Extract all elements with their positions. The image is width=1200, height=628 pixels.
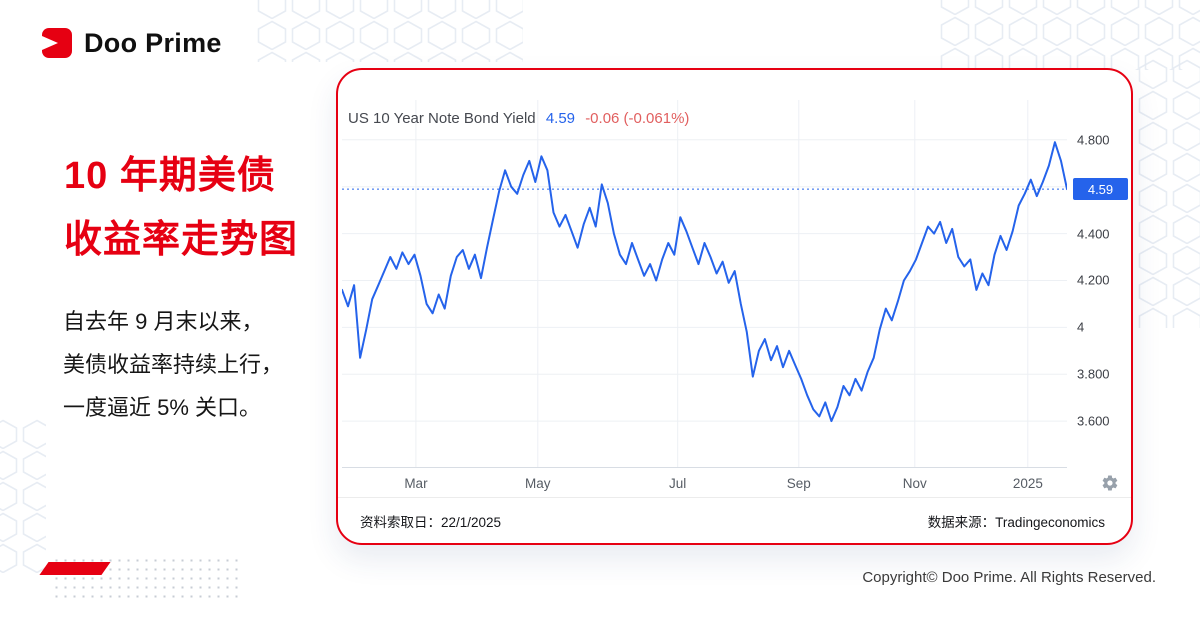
page-title-line2: 收益率走势图 bbox=[64, 219, 299, 261]
data-date-label: 资料索取日：22/1/2025 bbox=[360, 514, 502, 530]
x-axis-label: Sep bbox=[786, 476, 811, 491]
card-footer: 资料索取日：22/1/2025 数据来源：Tradingeconomics bbox=[338, 497, 1131, 543]
chart-title-text: US 10 Year Note Bond Yield bbox=[348, 110, 536, 127]
settings-gear-icon[interactable] bbox=[1101, 474, 1119, 492]
intro-line1: 自去年 9 月末以来， bbox=[63, 309, 264, 334]
y-axis-label: 3.800 bbox=[1077, 366, 1110, 382]
current-price-badge: 4.59 bbox=[1073, 178, 1128, 201]
red-parallelogram-decoration bbox=[39, 562, 111, 575]
y-axis-label: 4.400 bbox=[1077, 226, 1110, 242]
hexagon-pattern-decoration bbox=[0, 418, 46, 573]
logo-text: Doo Prime bbox=[84, 27, 222, 58]
chart-plot-area[interactable] bbox=[342, 100, 1067, 468]
doo-prime-logo: Doo Prime bbox=[40, 26, 222, 60]
chart-last-price: 4.59 bbox=[545, 110, 576, 127]
x-axis-label: 2025 bbox=[1012, 476, 1043, 491]
x-axis-label: Jul bbox=[669, 476, 687, 491]
x-axis-label: Nov bbox=[902, 476, 927, 491]
y-axis-label: 4.800 bbox=[1077, 132, 1110, 148]
yield-line-chart[interactable] bbox=[342, 100, 1067, 468]
y-axis-label: 4.200 bbox=[1077, 272, 1110, 288]
intro-line3: 一度逼近 5% 关口。 bbox=[63, 395, 262, 420]
chart-title: US 10 Year Note Bond Yield 4.59 -0.06 (-… bbox=[348, 110, 689, 127]
y-axis-label: 3.600 bbox=[1077, 413, 1110, 429]
x-axis-label: May bbox=[524, 476, 551, 491]
intro-paragraph: 自去年 9 月末以来， 美债收益率持续上行， 一度逼近 5% 关口。 bbox=[63, 300, 283, 429]
y-axis: 4.59 3.600 3.800 4 4.200 4.400 4.800 bbox=[1069, 100, 1131, 468]
chart-card: US 10 Year Note Bond Yield 4.59 -0.06 (-… bbox=[336, 68, 1133, 545]
hexagon-pattern-decoration bbox=[255, 0, 523, 62]
x-axis: Mar May Jul Sep Nov 2025 bbox=[342, 468, 1067, 500]
page-title-line1: 10 年期美债 bbox=[64, 155, 276, 197]
doo-prime-logo-icon bbox=[42, 28, 72, 58]
copyright-text: Copyright© Doo Prime. All Rights Reserve… bbox=[862, 569, 1156, 586]
y-axis-label: 4 bbox=[1077, 319, 1085, 335]
hexagon-pattern-decoration bbox=[1136, 58, 1200, 328]
data-source-label: 数据来源：Tradingeconomics bbox=[927, 514, 1105, 530]
x-axis-label: Mar bbox=[404, 476, 428, 491]
chart-change: -0.06 (-0.061%) bbox=[585, 110, 690, 127]
intro-line2: 美债收益率持续上行， bbox=[63, 352, 284, 377]
page-title: 10 年期美债 收益率走势图 bbox=[64, 144, 298, 272]
